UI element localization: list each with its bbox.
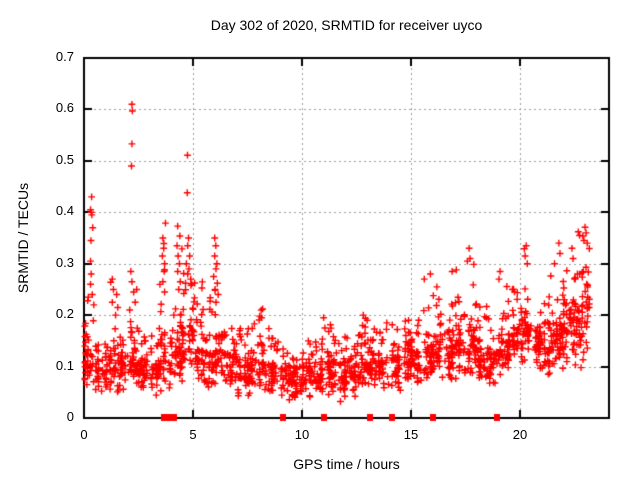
y-tick-0.5: 0.5	[55, 152, 74, 167]
y-tick-0.1: 0.1	[55, 358, 74, 373]
x-axis-label: GPS time / hours	[293, 456, 400, 472]
y-axis-label: SRMTID / TECUs	[15, 182, 31, 294]
x-tick-15: 15	[403, 427, 419, 442]
x-tick-10: 10	[294, 427, 310, 442]
y-tick-0.4: 0.4	[55, 203, 74, 218]
chart-title: Day 302 of 2020, SRMTID for receiver uyc…	[210, 17, 483, 33]
y-tick-0: 0	[66, 409, 74, 424]
x-tick-5: 5	[189, 427, 197, 442]
y-tick-0.6: 0.6	[55, 100, 74, 115]
x-tick-20: 20	[512, 427, 528, 442]
y-tick-0.3: 0.3	[55, 255, 74, 270]
y-tick-0.2: 0.2	[55, 306, 74, 321]
y-tick-0.7: 0.7	[55, 49, 74, 64]
x-tick-0: 0	[80, 427, 88, 442]
